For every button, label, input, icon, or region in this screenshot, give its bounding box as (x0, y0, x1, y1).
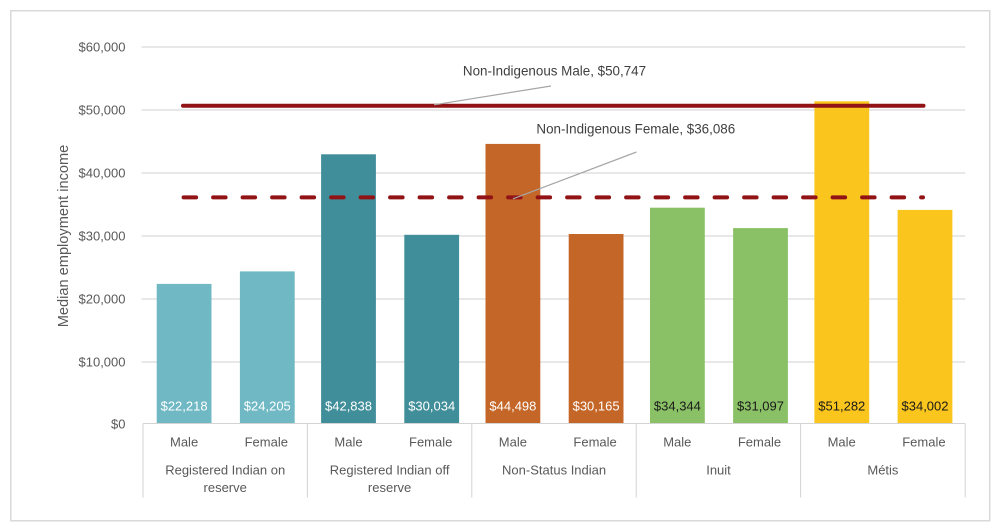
svg-text:Registered Indian off: Registered Indian off (330, 463, 450, 478)
svg-text:Male: Male (828, 435, 856, 450)
svg-text:$10,000: $10,000 (79, 355, 126, 370)
svg-text:Registered Indian on: Registered Indian on (165, 463, 285, 478)
svg-text:$42,838: $42,838 (325, 399, 372, 414)
svg-text:Female: Female (245, 435, 288, 450)
svg-text:$24,205: $24,205 (244, 399, 291, 414)
svg-text:$30,034: $30,034 (408, 399, 455, 414)
svg-text:Non-Status Indian: Non-Status Indian (502, 463, 606, 478)
svg-text:Male: Male (499, 435, 527, 450)
svg-text:$40,000: $40,000 (79, 166, 126, 181)
svg-text:Métis: Métis (867, 463, 899, 478)
svg-text:$31,097: $31,097 (737, 399, 784, 414)
svg-text:reserve: reserve (204, 480, 247, 495)
svg-text:Non-Indigenous Male, $50,747: Non-Indigenous Male, $50,747 (463, 63, 646, 78)
svg-text:$20,000: $20,000 (79, 292, 126, 307)
svg-text:$50,000: $50,000 (79, 103, 126, 118)
svg-text:reserve: reserve (368, 480, 411, 495)
svg-text:Non-Indigenous Female, $36,086: Non-Indigenous Female, $36,086 (536, 121, 735, 136)
svg-text:Median employment income: Median employment income (56, 145, 72, 328)
svg-text:$44,498: $44,498 (489, 399, 536, 414)
svg-text:$30,165: $30,165 (573, 399, 620, 414)
svg-text:Male: Male (663, 435, 691, 450)
svg-text:$0: $0 (111, 417, 125, 432)
svg-text:Female: Female (902, 435, 945, 450)
svg-text:$34,344: $34,344 (654, 399, 701, 414)
svg-text:Female: Female (738, 435, 781, 450)
svg-text:Male: Male (334, 435, 362, 450)
svg-text:$30,000: $30,000 (79, 229, 126, 244)
svg-text:Inuit: Inuit (706, 463, 731, 478)
svg-text:$34,002: $34,002 (902, 399, 949, 414)
svg-text:Female: Female (409, 435, 452, 450)
svg-text:Female: Female (573, 435, 616, 450)
svg-text:$22,218: $22,218 (161, 399, 208, 414)
svg-text:Male: Male (170, 435, 198, 450)
svg-text:$51,282: $51,282 (818, 399, 865, 414)
svg-text:$60,000: $60,000 (79, 40, 126, 55)
